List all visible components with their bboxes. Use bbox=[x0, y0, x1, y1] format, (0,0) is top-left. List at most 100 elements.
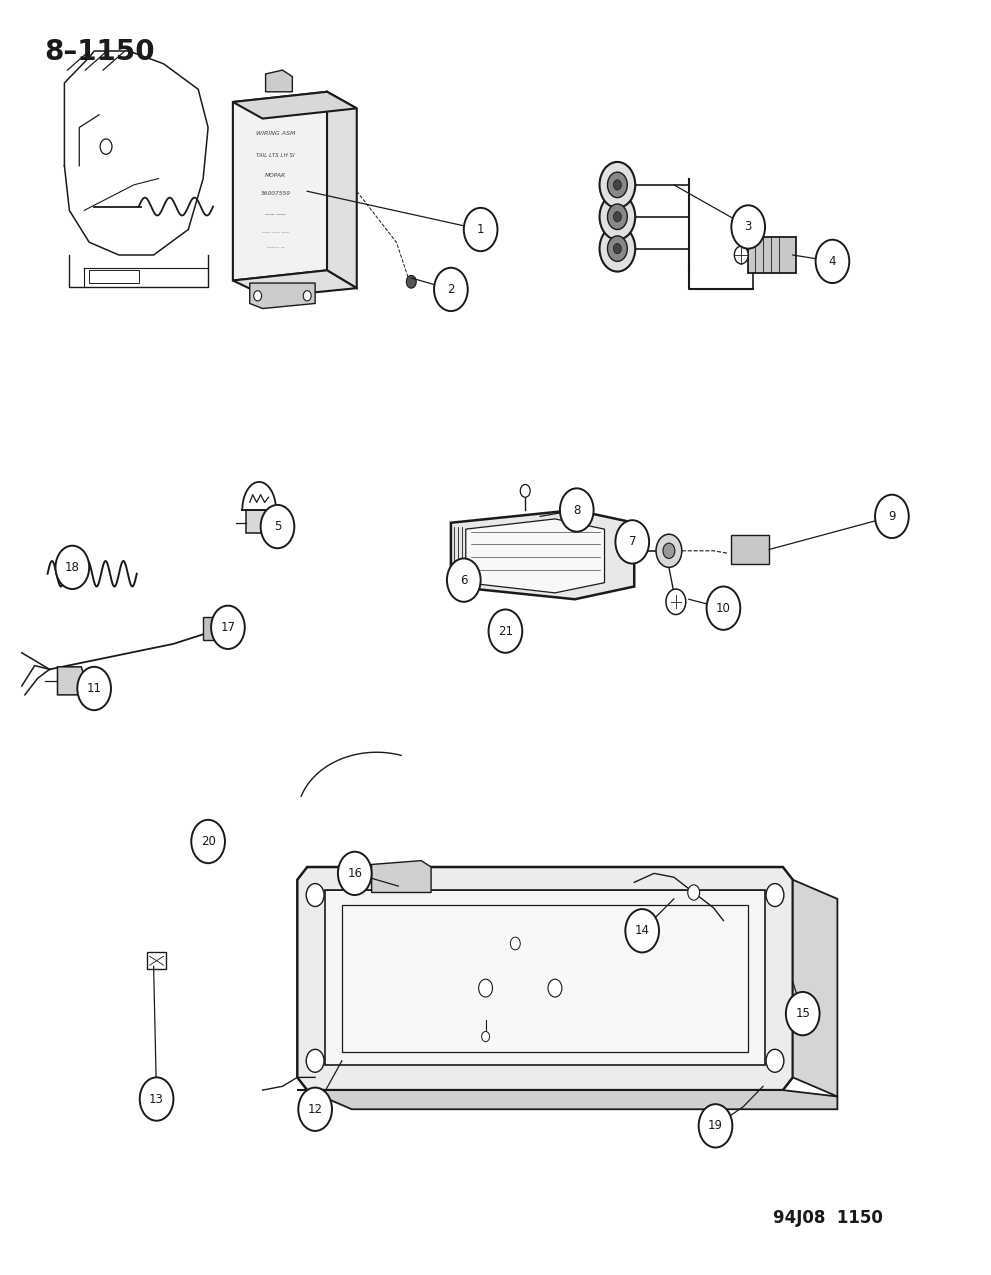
Text: 13: 13 bbox=[149, 1093, 165, 1105]
Circle shape bbox=[766, 1049, 784, 1072]
Circle shape bbox=[55, 546, 89, 589]
Polygon shape bbox=[297, 1090, 837, 1109]
Text: 7: 7 bbox=[628, 536, 636, 548]
Circle shape bbox=[520, 484, 530, 497]
Circle shape bbox=[613, 244, 621, 254]
Text: WIRING ASM: WIRING ASM bbox=[256, 131, 295, 136]
Polygon shape bbox=[327, 92, 357, 288]
Polygon shape bbox=[233, 270, 357, 297]
Circle shape bbox=[447, 558, 481, 602]
Circle shape bbox=[482, 1031, 490, 1042]
Text: 1: 1 bbox=[477, 223, 485, 236]
Text: 4: 4 bbox=[828, 255, 836, 268]
Polygon shape bbox=[266, 70, 292, 92]
Polygon shape bbox=[372, 861, 431, 892]
Circle shape bbox=[600, 226, 635, 272]
Circle shape bbox=[607, 172, 627, 198]
Circle shape bbox=[731, 205, 765, 249]
Circle shape bbox=[499, 620, 511, 635]
Circle shape bbox=[625, 909, 659, 952]
Circle shape bbox=[548, 979, 562, 997]
Circle shape bbox=[338, 852, 372, 895]
Circle shape bbox=[560, 488, 594, 532]
Polygon shape bbox=[466, 519, 605, 593]
Circle shape bbox=[613, 212, 621, 222]
Circle shape bbox=[607, 236, 627, 261]
Text: 6: 6 bbox=[460, 574, 468, 586]
Text: 12: 12 bbox=[307, 1103, 323, 1116]
Text: 18: 18 bbox=[64, 561, 80, 574]
Circle shape bbox=[600, 162, 635, 208]
Circle shape bbox=[875, 495, 909, 538]
Circle shape bbox=[140, 1077, 173, 1121]
Circle shape bbox=[786, 992, 820, 1035]
Text: 9: 9 bbox=[888, 510, 896, 523]
Text: 8–1150: 8–1150 bbox=[45, 38, 156, 66]
Text: 20: 20 bbox=[200, 835, 216, 848]
Text: 56007559: 56007559 bbox=[261, 191, 290, 196]
Text: 10: 10 bbox=[716, 602, 731, 615]
Polygon shape bbox=[246, 510, 273, 533]
Circle shape bbox=[613, 180, 621, 190]
Text: TAIL LTS LH SI: TAIL LTS LH SI bbox=[257, 153, 294, 158]
Polygon shape bbox=[194, 831, 220, 849]
Circle shape bbox=[306, 1049, 324, 1072]
Text: 16: 16 bbox=[347, 867, 363, 880]
Text: 5: 5 bbox=[274, 520, 281, 533]
Polygon shape bbox=[342, 905, 748, 1052]
Circle shape bbox=[77, 667, 111, 710]
Text: 14: 14 bbox=[634, 924, 650, 937]
Text: 19: 19 bbox=[708, 1119, 723, 1132]
Circle shape bbox=[464, 208, 497, 251]
Circle shape bbox=[211, 606, 245, 649]
Circle shape bbox=[303, 291, 311, 301]
Circle shape bbox=[734, 246, 748, 264]
Text: MOPAR: MOPAR bbox=[265, 173, 286, 178]
Text: 94J08  1150: 94J08 1150 bbox=[773, 1209, 883, 1227]
Polygon shape bbox=[793, 880, 837, 1096]
Polygon shape bbox=[89, 270, 139, 283]
Polygon shape bbox=[147, 952, 166, 969]
Circle shape bbox=[489, 609, 522, 653]
Circle shape bbox=[434, 268, 468, 311]
Text: 15: 15 bbox=[795, 1007, 811, 1020]
Circle shape bbox=[766, 884, 784, 907]
Polygon shape bbox=[451, 510, 634, 599]
Circle shape bbox=[306, 884, 324, 907]
Circle shape bbox=[816, 240, 849, 283]
Text: 11: 11 bbox=[86, 682, 102, 695]
Circle shape bbox=[479, 979, 493, 997]
Text: 21: 21 bbox=[497, 625, 513, 638]
Circle shape bbox=[666, 589, 686, 615]
Polygon shape bbox=[233, 92, 327, 280]
FancyBboxPatch shape bbox=[748, 237, 796, 273]
Text: 3: 3 bbox=[744, 221, 752, 233]
Circle shape bbox=[663, 543, 675, 558]
Polygon shape bbox=[57, 667, 84, 695]
Circle shape bbox=[254, 291, 262, 301]
Circle shape bbox=[688, 885, 700, 900]
Circle shape bbox=[615, 520, 649, 564]
Text: ——— —: ——— — bbox=[267, 245, 284, 250]
Text: 17: 17 bbox=[220, 621, 236, 634]
Circle shape bbox=[656, 534, 682, 567]
Text: 8: 8 bbox=[573, 504, 581, 516]
Polygon shape bbox=[325, 890, 765, 1065]
Circle shape bbox=[261, 505, 294, 548]
FancyBboxPatch shape bbox=[203, 617, 238, 640]
Circle shape bbox=[406, 275, 416, 288]
FancyBboxPatch shape bbox=[731, 536, 769, 564]
Circle shape bbox=[510, 937, 520, 950]
Circle shape bbox=[100, 139, 112, 154]
Circle shape bbox=[607, 204, 627, 230]
Polygon shape bbox=[297, 867, 793, 1090]
Circle shape bbox=[600, 194, 635, 240]
Text: —— —— ——: —— —— —— bbox=[262, 230, 289, 235]
Circle shape bbox=[699, 1104, 732, 1148]
Circle shape bbox=[191, 820, 225, 863]
Polygon shape bbox=[233, 92, 357, 119]
Circle shape bbox=[298, 1088, 332, 1131]
Text: 2: 2 bbox=[447, 283, 455, 296]
Circle shape bbox=[707, 586, 740, 630]
Polygon shape bbox=[250, 283, 315, 309]
